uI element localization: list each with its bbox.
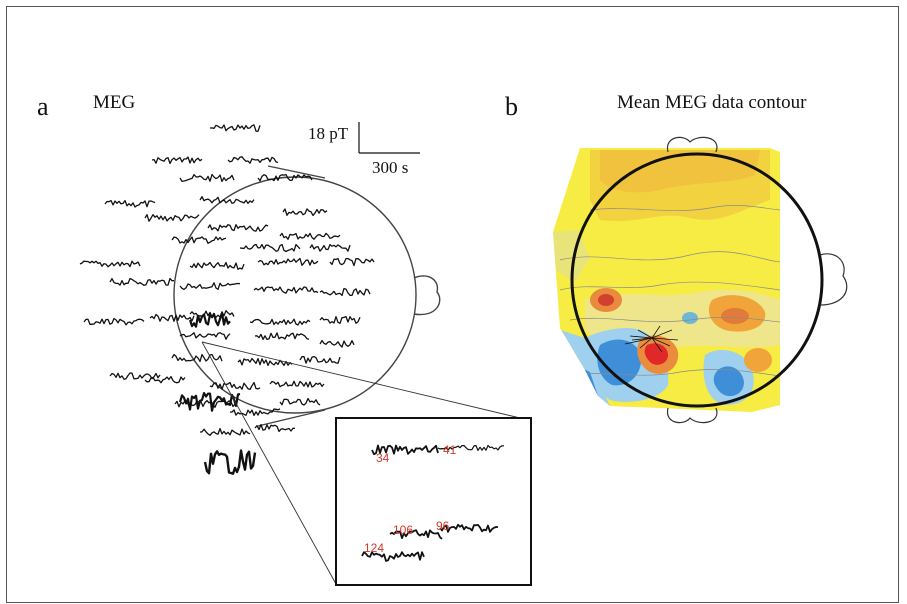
- channel-label-41: 41: [443, 443, 457, 457]
- meg-trace-32: [237, 357, 293, 367]
- scale-bar: [358, 122, 420, 154]
- panel-a-letter: a: [37, 92, 49, 121]
- meg-trace-16: [257, 257, 319, 266]
- scale-time-label: 300 s: [372, 158, 409, 177]
- meg-trace-31: [171, 353, 223, 363]
- scale-amplitude-label: 18 pT: [308, 124, 349, 143]
- channel-label-124: 124: [364, 541, 384, 555]
- meg-trace-29: [319, 339, 355, 348]
- meg-trace-33: [299, 355, 341, 364]
- panel-b-title: Mean MEG data contour: [617, 92, 807, 113]
- meg-trace-22: [83, 317, 145, 326]
- meg-trace-1: [151, 156, 203, 165]
- meg-trace-strong-1: [178, 392, 241, 412]
- meg-trace-25: [249, 318, 311, 326]
- zoom-lines: [201, 341, 521, 585]
- channel-label-106: 106: [393, 523, 413, 537]
- meg-trace-23: [149, 313, 195, 322]
- meg-trace-12: [239, 243, 301, 253]
- meg-trace-38: [229, 408, 281, 417]
- meg-trace-27: [179, 332, 231, 340]
- meg-trace-26: [319, 315, 361, 324]
- meg-trace-18: [109, 277, 174, 286]
- meg-trace-40: [199, 427, 251, 436]
- meg-trace-2: [227, 156, 279, 164]
- meg-trace-39: [279, 397, 321, 406]
- meg-trace-4: [257, 173, 313, 182]
- inset-trace-2: [389, 529, 443, 540]
- inset-traces: [361, 444, 504, 562]
- contour-map: [553, 148, 780, 412]
- inset-trace-4: [361, 551, 425, 562]
- meg-trace-5: [104, 199, 156, 208]
- inset-panel: 34 41 106 96 124: [335, 417, 532, 586]
- meg-trace-11: [171, 236, 227, 244]
- meg-trace-14: [79, 260, 141, 268]
- panel-a-title: MEG: [93, 92, 136, 113]
- meg-trace-20: [253, 286, 319, 294]
- meg-trace-0: [209, 124, 261, 132]
- channel-label-34: 34: [376, 451, 390, 465]
- meg-traces: [79, 124, 375, 475]
- meg-trace-28: [254, 332, 310, 341]
- meg-trace-15: [189, 261, 245, 270]
- meg-trace-3: [179, 173, 235, 183]
- meg-trace-13: [309, 243, 351, 252]
- meg-trace-10: [279, 232, 341, 240]
- inset-trace-1: [437, 444, 504, 451]
- inset-trace-3: [439, 523, 499, 533]
- meg-trace-34: [144, 375, 186, 384]
- channel-label-96: 96: [436, 519, 450, 533]
- meg-trace-36: [269, 380, 325, 388]
- head-outline-a: [173, 165, 441, 427]
- meg-trace-35: [209, 381, 261, 391]
- meg-trace-41: [254, 423, 296, 433]
- head-outline-b: [570, 136, 848, 424]
- inset-trace-0: [371, 444, 439, 456]
- meg-trace-19: [179, 282, 241, 291]
- meg-trace-strong-0: [188, 312, 231, 328]
- panel-b-letter: b: [505, 92, 518, 121]
- meg-trace-strong-2: [203, 449, 257, 475]
- meg-trace-8: [144, 214, 200, 222]
- meg-trace-7: [282, 208, 328, 217]
- figure-frame: [6, 6, 899, 603]
- meg-trace-9: [207, 224, 269, 232]
- meg-trace-6: [199, 196, 255, 205]
- meg-trace-21: [319, 287, 371, 297]
- meg-trace-17: [329, 257, 375, 267]
